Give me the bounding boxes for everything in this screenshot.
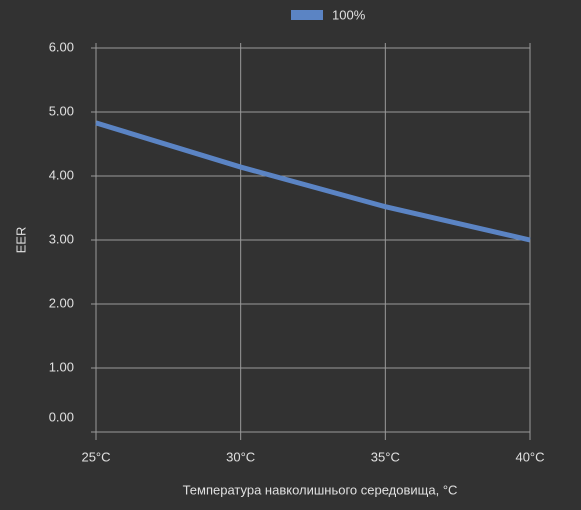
y-tick-label: 5.00: [49, 103, 74, 118]
y-tick-label: 1.00: [49, 359, 74, 374]
x-tick-label: 40°C: [515, 449, 544, 464]
y-tick-label: 6.00: [49, 39, 74, 54]
x-axis-label: Температура навколишнього середовища, °C: [183, 482, 458, 497]
legend-swatch: [291, 10, 323, 20]
line-series: [95, 120, 531, 243]
x-tick-label: 30°C: [226, 449, 255, 464]
legend-label: 100%: [332, 7, 366, 22]
y-tick-label: 3.00: [49, 231, 74, 246]
y-tick-label: 4.00: [49, 167, 74, 182]
x-tick-label: 35°C: [371, 449, 400, 464]
x-tick-label: 25°C: [81, 449, 110, 464]
y-tick-label: 2.00: [49, 295, 74, 310]
y-tick-label: 0.00: [49, 409, 74, 424]
y-axis-label: EER: [13, 227, 28, 254]
